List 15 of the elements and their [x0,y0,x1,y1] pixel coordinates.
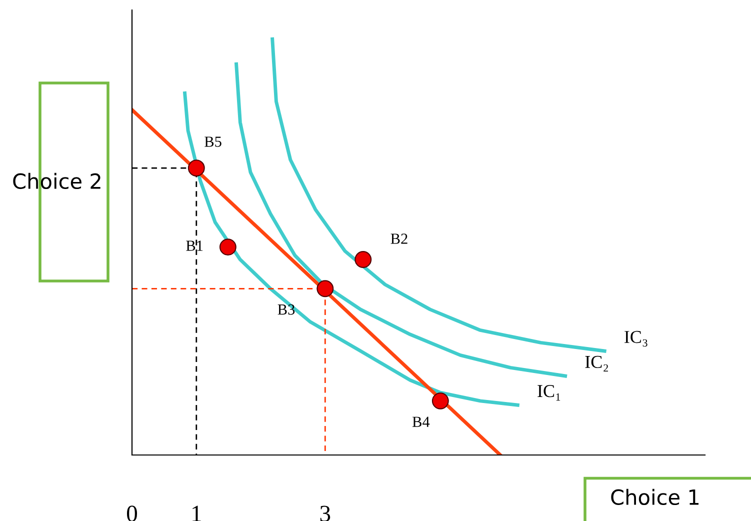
point [188,160,205,177]
point [432,392,449,410]
annotation: B4 [412,416,430,427]
point [316,280,334,298]
x-axis-title: Choice 1 [611,488,699,506]
series-label: IC₂ [585,356,608,372]
x-tick-label: 1 [192,506,201,521]
annotation: B1 [186,240,203,251]
annotation: B5 [204,136,222,147]
series-label: IC₃ [624,330,648,347]
series-label: IC₁ [538,385,560,401]
annotation: B3 [278,304,295,315]
annotation: B2 [390,234,408,244]
point [354,251,372,268]
point [219,238,236,256]
